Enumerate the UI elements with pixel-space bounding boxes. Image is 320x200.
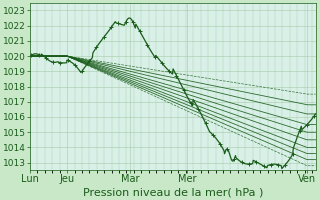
X-axis label: Pression niveau de la mer( hPa ): Pression niveau de la mer( hPa ) <box>83 187 263 197</box>
